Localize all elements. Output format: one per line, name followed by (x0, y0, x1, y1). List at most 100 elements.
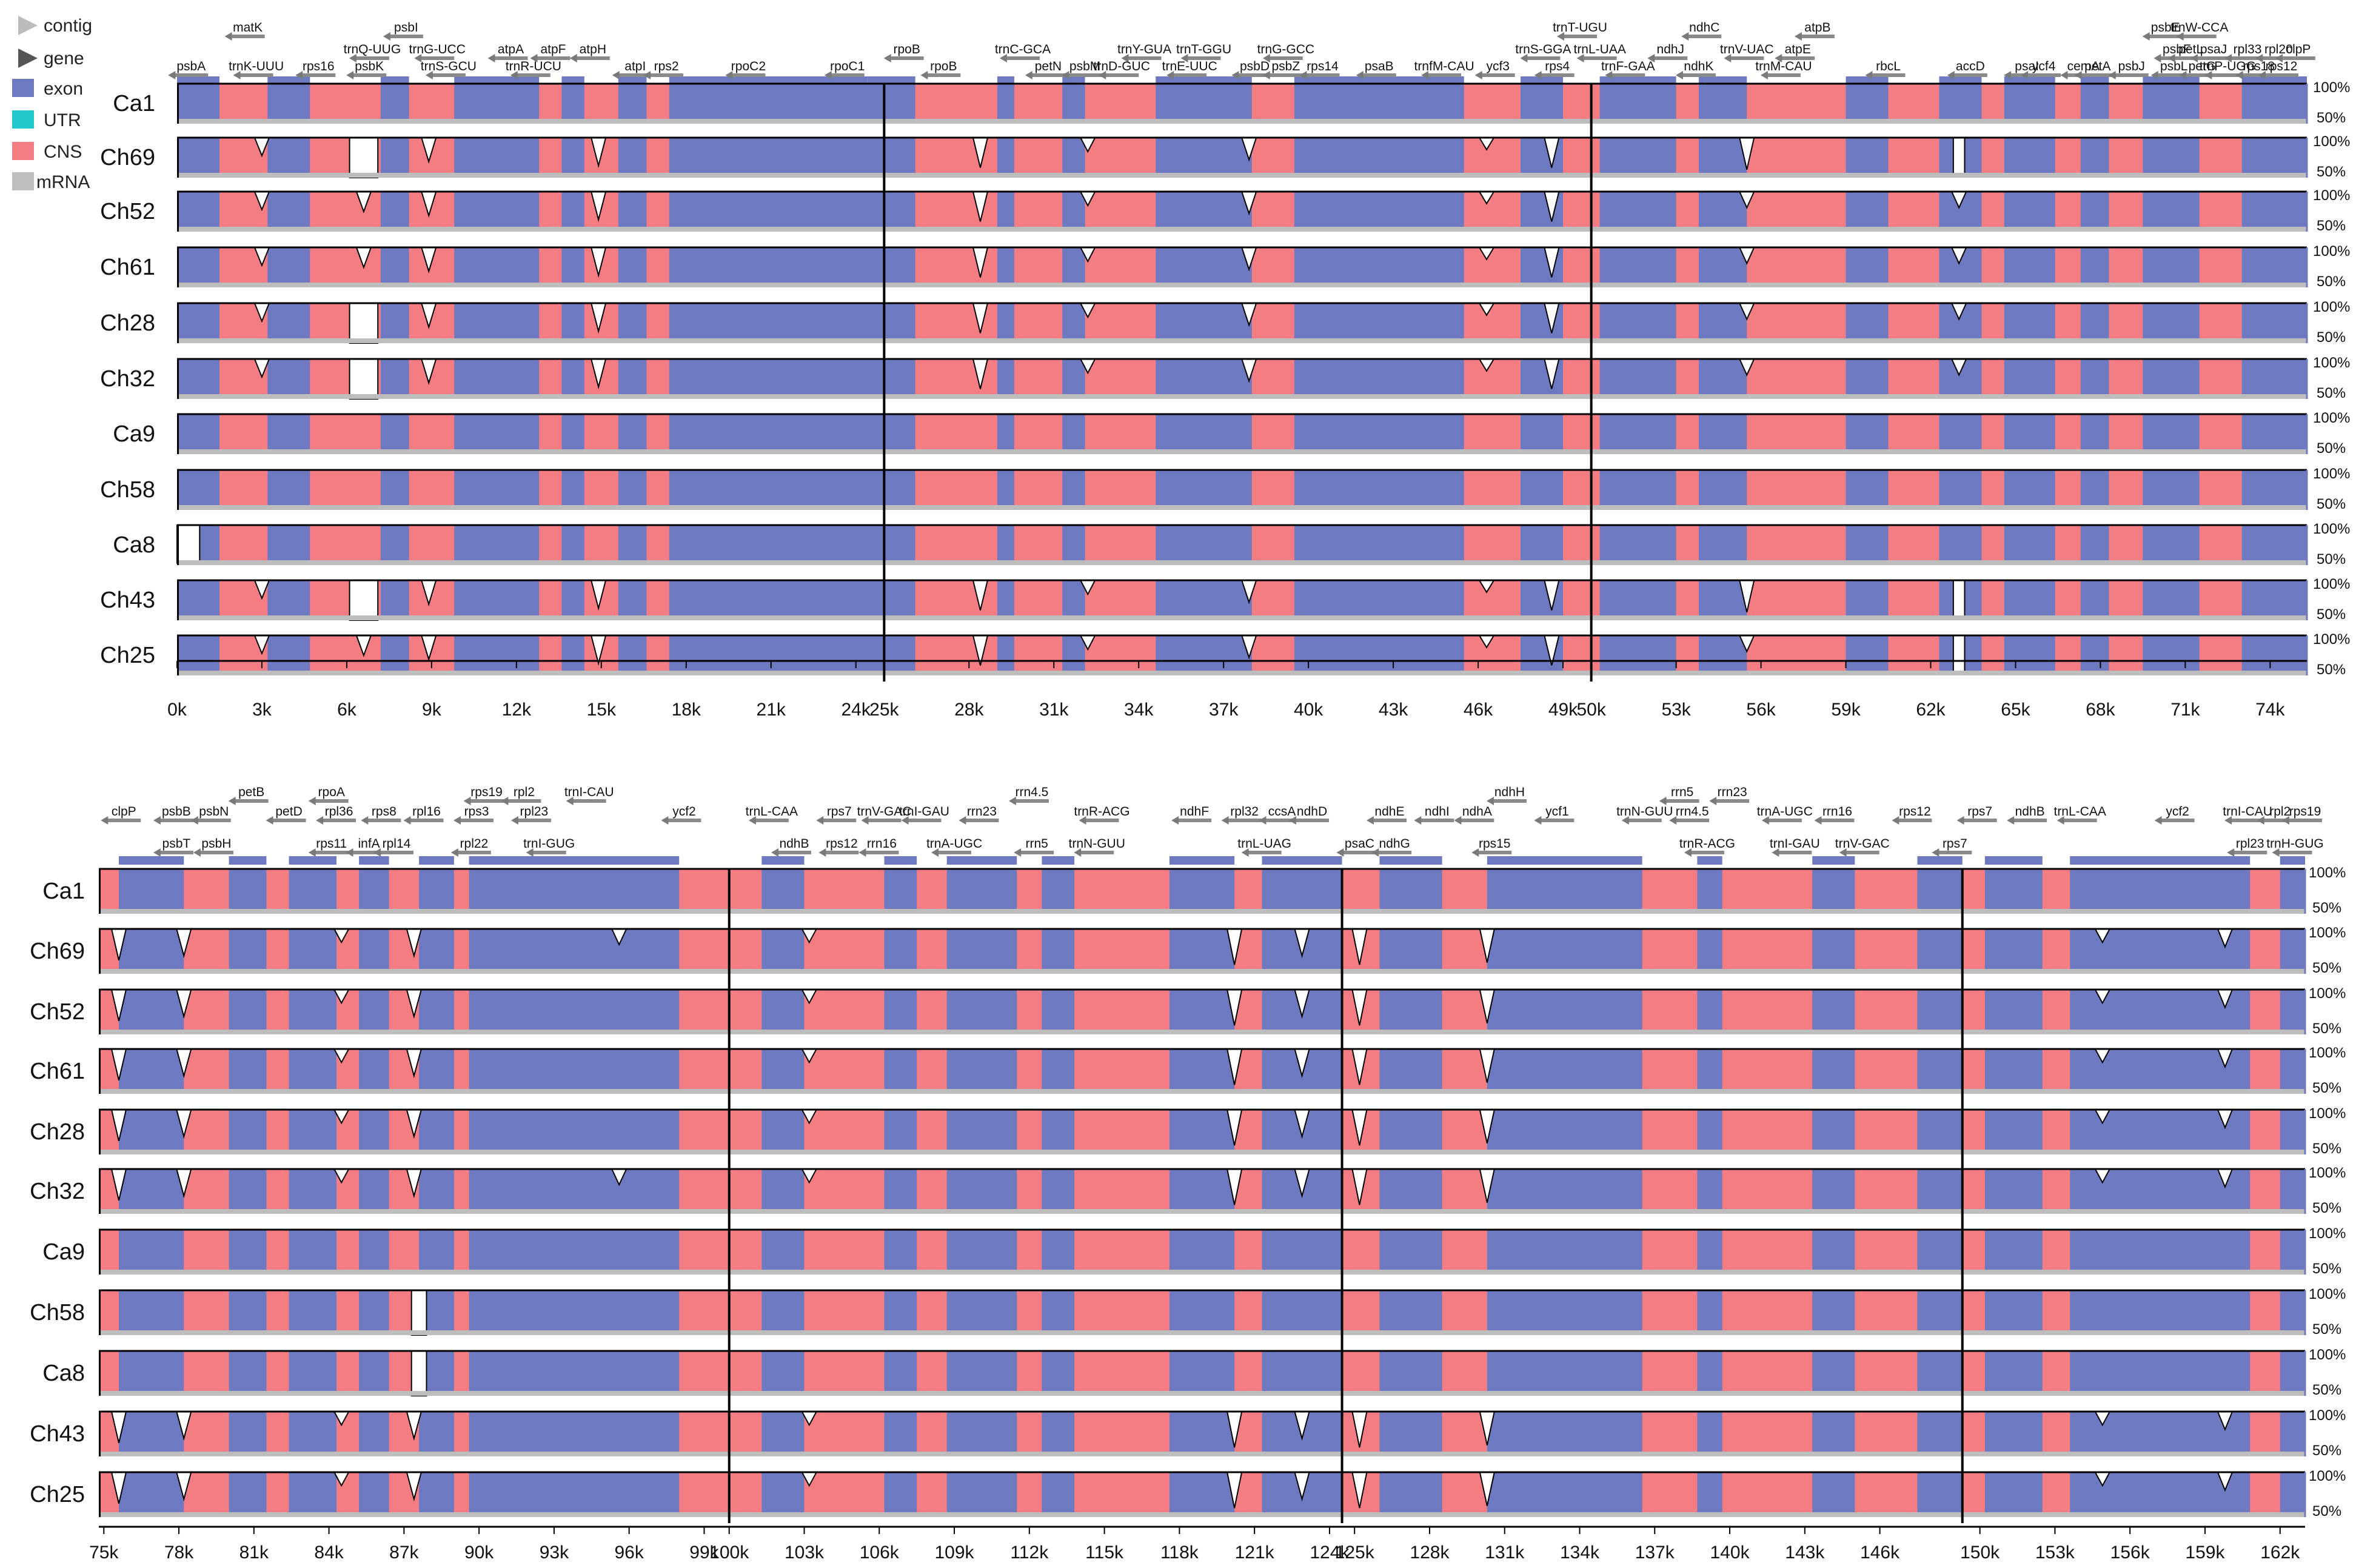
gene-arrowhead-icon (2108, 71, 2116, 79)
ytick-50-label: 50% (2312, 1503, 2341, 1519)
gene-label: ndhA (1462, 805, 1492, 819)
gene-label: rpl22 (460, 837, 489, 851)
conservation-region-cns (99, 869, 119, 914)
conservation-region-exon (997, 635, 1015, 675)
track-label: Ch32 (100, 366, 155, 392)
conservation-region-cns (1888, 414, 1940, 454)
conservation-region-exon (1698, 635, 1747, 675)
gene-label: rps7 (1943, 837, 1967, 851)
ytick-100-label: 100% (2313, 521, 2350, 537)
gene-arrow-shaft (314, 851, 349, 854)
gene-arrow-shaft (1481, 73, 1515, 77)
exon-block (1984, 856, 2043, 865)
conservation-region-cns (1962, 1290, 1986, 1335)
conservation-region-exon (946, 1412, 1017, 1456)
gene-arrowhead-icon (1008, 797, 1016, 805)
gene-label: atpE (1785, 42, 1811, 56)
track-label: Ch43 (30, 1421, 85, 1447)
conservation-region-cns (1747, 635, 1847, 675)
gene-label: psaI (2015, 59, 2039, 73)
conservation-region-cns (266, 1230, 290, 1275)
conservation-region-cns (679, 990, 762, 1034)
gene-label: trnQ-UUG (344, 42, 401, 56)
conservation-region-cns (310, 470, 381, 510)
x-tick-label: 121k (1235, 1543, 1275, 1563)
conservation-region-exon (761, 1351, 805, 1396)
conservation-region-exon (1846, 635, 1889, 675)
conservation-region-cns (1676, 580, 1699, 620)
gene-arrow-shaft (1820, 819, 1855, 822)
conservation-region-exon (177, 192, 220, 232)
gene-label: trnL-UAA (1573, 42, 1625, 56)
gene-arrow-shaft (367, 819, 401, 822)
gene-label: psbM (1069, 59, 1100, 73)
track-left-edge (99, 929, 101, 974)
x-tick-label: 40k (1294, 700, 1324, 720)
conservation-region-cns (184, 869, 230, 914)
conservation-region-exon (884, 1110, 917, 1154)
gene-arrow-shaft (199, 851, 233, 854)
gene-arrow-shaft (1953, 73, 1987, 77)
conservation-region-exon (454, 359, 540, 399)
x-tick-label: 6k (337, 700, 357, 720)
gene-label: rps14 (1307, 59, 1339, 73)
gene-label: rps16 (303, 59, 335, 73)
conservation-region-exon (1984, 1351, 2043, 1396)
gene-arrow-shaft (431, 73, 466, 77)
conservation-region-cns (1962, 1169, 1986, 1214)
conservation-region-exon (454, 138, 540, 178)
conservation-region-exon (469, 929, 680, 974)
gene-label: psbI (394, 21, 418, 35)
conservation-region-cns (1722, 1472, 1813, 1517)
track-ch25: Ch25 100% 50% (100, 631, 2350, 678)
conservation-region-cns (453, 1169, 470, 1214)
conservation-region-cns (184, 1472, 230, 1517)
conservation-region-cns (1442, 869, 1488, 914)
gene-arrow-shaft (1627, 819, 1662, 822)
conservation-region-exon (267, 525, 310, 565)
conservation-region-cns (1251, 192, 1295, 232)
conservation-region-cns (1642, 1230, 1698, 1275)
conservation-region-exon (997, 247, 1015, 287)
ytick-50-label: 50% (2317, 662, 2346, 678)
track-label: Ch25 (100, 643, 155, 668)
mrna-bar (177, 173, 2307, 178)
conservation-region-cns (1981, 525, 2005, 565)
gene-label: trnG-GCC (1257, 42, 1315, 56)
gene-arrow-shaft (1766, 73, 1801, 77)
gene-arrow-shaft (1611, 73, 1645, 77)
conservation-region-exon (1846, 525, 1889, 565)
gene-arrow-shaft (907, 819, 942, 822)
track-label: Ch28 (100, 310, 155, 336)
track-left-edge (177, 192, 179, 232)
gene-arrowhead-icon (861, 816, 869, 825)
conservation-region-cns (1855, 1351, 1918, 1396)
low-identity-gap (1952, 635, 1966, 672)
conservation-region-cns (804, 1110, 885, 1154)
conservation-region-cns (1234, 1230, 1263, 1275)
conservation-region-exon (1984, 869, 2043, 914)
track-label: Ca8 (42, 1361, 85, 1386)
gene-label: trnN-GUU (1069, 837, 1125, 851)
gene-label: psaC (1345, 837, 1374, 851)
track-left-edge (177, 635, 179, 675)
track-left-edge (177, 359, 179, 399)
conservation-region-exon (1294, 414, 1465, 454)
gene-arrowhead-icon (2224, 54, 2232, 62)
conservation-region-exon (229, 1110, 267, 1154)
legend-item-mrna: mRNA (12, 172, 90, 192)
gene-arrowhead-icon (2224, 816, 2232, 825)
conservation-region-exon (761, 929, 805, 974)
conservation-region-exon (2143, 580, 2200, 620)
conservation-region-cns (336, 1290, 360, 1335)
conservation-region-exon (997, 192, 1015, 232)
gene-arrowhead-icon (463, 797, 471, 805)
conservation-region-exon (2004, 84, 2056, 124)
conservation-region-exon (289, 929, 337, 974)
exon-block (2070, 856, 2251, 865)
gene-arrowhead-icon (2060, 71, 2068, 79)
conservation-region-cns (99, 1290, 119, 1335)
conservation-region-cns (453, 990, 470, 1034)
gene-arrowhead-icon (1471, 848, 1479, 857)
track-label: Ca1 (42, 879, 85, 904)
